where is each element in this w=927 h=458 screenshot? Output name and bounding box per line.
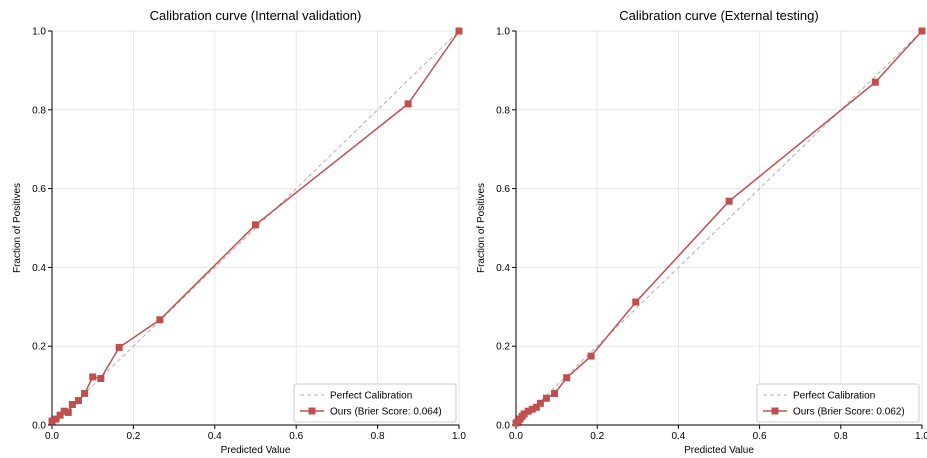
calibration-point-marker bbox=[725, 197, 733, 205]
calibration-point-marker bbox=[56, 411, 64, 419]
x-tick-label: 0.2 bbox=[126, 431, 140, 442]
y-tick-label: 0.4 bbox=[496, 263, 510, 274]
calibration-point-marker bbox=[404, 100, 412, 108]
y-tick-label: 0.2 bbox=[496, 342, 510, 353]
y-tick-label: 0.2 bbox=[32, 342, 46, 353]
chart-title: Calibration curve (Internal validation) bbox=[150, 8, 362, 23]
x-tick-label: 0.0 bbox=[45, 431, 59, 442]
legend-swatch-marker bbox=[308, 407, 316, 415]
y-tick-label: 0.6 bbox=[496, 184, 510, 195]
calibration-point-marker bbox=[455, 27, 463, 35]
calibration-point-marker bbox=[74, 397, 82, 405]
x-tick-label: 1.0 bbox=[452, 431, 466, 442]
y-tick-label: 1.0 bbox=[32, 27, 46, 38]
calibration-point-marker bbox=[81, 389, 89, 397]
y-tick-label: 0.6 bbox=[32, 184, 46, 195]
calibration-point-marker bbox=[97, 375, 105, 383]
y-axis-label: Fraction of Positives bbox=[476, 183, 487, 273]
legend-label: Perfect Calibration bbox=[330, 391, 412, 402]
calibration-point-marker bbox=[64, 408, 72, 416]
calibration-point-marker bbox=[48, 417, 56, 425]
legend-swatch-marker bbox=[771, 407, 779, 415]
calibration-point-marker bbox=[156, 316, 164, 324]
x-tick-label: 1.0 bbox=[915, 431, 927, 442]
x-tick-label: 0.8 bbox=[834, 431, 848, 442]
x-tick-label: 0.6 bbox=[753, 431, 767, 442]
x-axis-label: Predicted Value bbox=[684, 445, 754, 456]
calibration-point-marker bbox=[536, 399, 544, 407]
calibration-point-marker bbox=[52, 415, 60, 423]
external-testing-panel: 0.0 0.2 0.4 0.6 0.8 1.0 0.0 0.2 0.4 0.6 0.8 1.0 Cali… bbox=[476, 8, 927, 456]
y-tick-label: 1.0 bbox=[496, 27, 510, 38]
y-axis-label: Fraction of Positives bbox=[12, 183, 23, 273]
calibration-point-marker bbox=[89, 373, 97, 381]
x-tick-label: 0.0 bbox=[509, 431, 523, 442]
calibration-point-marker bbox=[520, 410, 528, 418]
y-tick-label: 0.0 bbox=[496, 421, 510, 432]
calibration-point-marker bbox=[632, 298, 640, 306]
legend-box bbox=[293, 383, 457, 423]
chart-title: Calibration curve (External testing) bbox=[619, 8, 818, 23]
x-tick-label: 0.4 bbox=[671, 431, 685, 442]
calibration-point-marker bbox=[524, 407, 532, 415]
calibration-point-marker bbox=[115, 343, 123, 351]
y-tick-label: 0.8 bbox=[32, 105, 46, 116]
calibration-point-marker bbox=[68, 401, 76, 409]
perfect-calibration-line bbox=[515, 30, 923, 426]
y-tick-label: 0.4 bbox=[32, 263, 46, 274]
legend-label: Ours (Brier Score: 0.062) bbox=[793, 407, 905, 418]
calibration-point-marker bbox=[587, 352, 595, 360]
calibration-point-marker bbox=[871, 78, 879, 86]
calibration-point-marker bbox=[528, 405, 536, 413]
internal-validation-panel: 0.0 0.2 0.4 0.6 0.8 1.0 0.0 0.2 0.4 0.6 0.8 1.0 Cali… bbox=[12, 8, 466, 456]
y-tick-label: 0.8 bbox=[496, 105, 510, 116]
x-axis-label: Predicted Value bbox=[221, 445, 291, 456]
legend-label: Perfect Calibration bbox=[793, 391, 875, 402]
x-tick-label: 0.8 bbox=[371, 431, 385, 442]
calibration-point-marker bbox=[551, 389, 559, 397]
calibration-point-marker bbox=[60, 407, 68, 415]
x-tick-label: 0.2 bbox=[590, 431, 604, 442]
calibration-point-marker bbox=[918, 27, 926, 35]
x-tick-label: 0.4 bbox=[208, 431, 222, 442]
legend-box bbox=[756, 383, 920, 423]
calibration-point-marker bbox=[563, 374, 571, 382]
calibration-point-marker bbox=[532, 403, 540, 411]
calibration-point-marker bbox=[542, 394, 550, 402]
x-tick-label: 0.6 bbox=[289, 431, 303, 442]
y-tick-label: 0.0 bbox=[32, 421, 46, 432]
calibration-point-marker bbox=[252, 221, 259, 229]
legend-label: Ours (Brier Score: 0.064) bbox=[330, 407, 442, 418]
calibration-curve-line bbox=[515, 30, 923, 424]
